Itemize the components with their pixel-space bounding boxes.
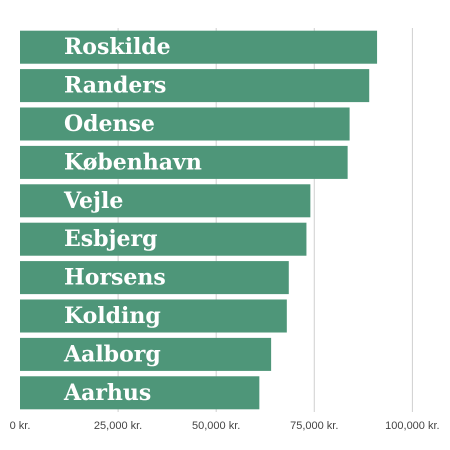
bar-3 (20, 145, 348, 179)
bar-label-6: Horsens (64, 265, 166, 291)
bar-label-0: Roskilde (64, 34, 171, 60)
x-tick-label-3: 75,000 kr. (290, 420, 338, 432)
bars: Roskilde Randers Odense København Vejle Esbje… (20, 30, 378, 410)
bar-label-5: Esbjerg (64, 226, 157, 252)
bar-label-4: Vejle (63, 188, 123, 214)
x-tick-label-1: 25,000 kr. (94, 420, 142, 432)
bar-0 (20, 30, 378, 64)
bar-label-1: Randers (64, 73, 166, 99)
bar-label-8: Aalborg (63, 341, 161, 367)
x-tick-label-0: 0 kr. (10, 420, 31, 432)
bar-5 (20, 222, 307, 256)
bar-label-9: Aarhus (63, 380, 151, 406)
bar-7 (20, 299, 287, 333)
bar-6 (20, 261, 289, 295)
bar-1 (20, 69, 370, 103)
x-axis-tick-labels: 0 kr. 25,000 kr. 50,000 kr. 75,000 kr. 100,0… (10, 420, 440, 432)
bar-4 (20, 184, 311, 218)
bar-label-2: Odense (64, 111, 155, 137)
bar-8 (20, 337, 272, 371)
bar-label-7: Kolding (64, 303, 161, 329)
bar-label-3: København (64, 149, 202, 175)
x-tick-label-4: 100,000 kr. (385, 420, 439, 432)
bar-9 (20, 376, 260, 410)
bar-2 (20, 107, 350, 141)
x-tick-label-2: 50,000 kr. (192, 420, 240, 432)
